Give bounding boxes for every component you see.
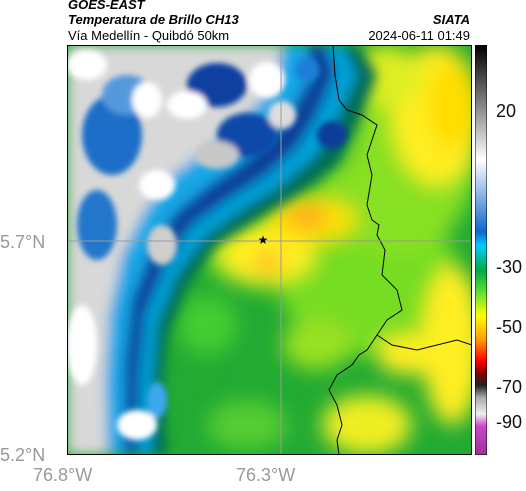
lon-tick-76.8W: 76.8°W — [33, 465, 93, 485]
product-title: Temperatura de Brillo CH13 — [68, 12, 239, 27]
map-frame — [67, 45, 472, 455]
colorbar-tick-20: 20 — [496, 101, 517, 121]
organization-label: SIATA — [432, 12, 470, 27]
department-border-east — [376, 334, 472, 351]
department-border — [328, 45, 403, 455]
cloud-texture — [67, 50, 347, 440]
lat-tick-5.7N: 5.7°N — [0, 232, 46, 252]
datetime-label: 2024-06-11 01:49 — [368, 28, 470, 43]
colorbar-tick-minus50: -50 — [496, 317, 523, 337]
satellite-source: GOES-EAST — [68, 0, 145, 12]
region-subtitle: Vía Medellín - Quibdó 50km — [68, 28, 230, 43]
colorbar-tick-minus90: -90 — [496, 412, 523, 432]
lat-tick-5.2N: 5.2°N — [0, 445, 46, 465]
lon-tick-76.3W: 76.3°W — [236, 465, 296, 485]
colorbar-tick-minus70: -70 — [496, 377, 523, 397]
brightness-temperature-map: ★ — [67, 45, 472, 455]
location-star-marker: ★ — [258, 233, 269, 247]
colorbar-tick-minus30: -30 — [496, 257, 523, 277]
colorbar — [475, 45, 487, 455]
